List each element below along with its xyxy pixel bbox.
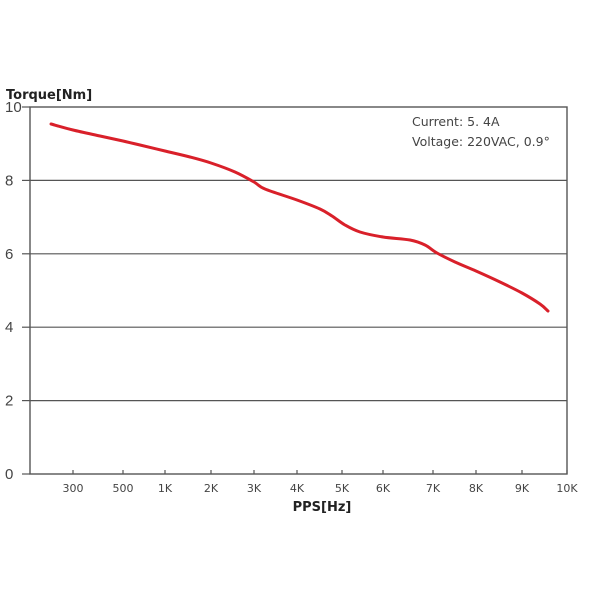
voltage-annotation: Voltage: 220VAC, 0.9° <box>412 134 550 149</box>
y-tick-label: 0 <box>5 466 13 483</box>
y-tick-label: 10 <box>5 99 22 116</box>
y-axis-ticks: 0 2 4 6 8 10 <box>5 99 30 483</box>
x-tick-label: 300 <box>63 482 84 495</box>
plot-frame <box>29 106 568 475</box>
y-axis-label: Torque[Nm] <box>6 88 92 103</box>
grid-lines <box>30 179 567 402</box>
x-tick-label: 9K <box>515 482 530 495</box>
x-tick-label: 1K <box>158 482 173 495</box>
x-tick-label: 5K <box>335 482 350 495</box>
x-axis-label: PPS[Hz] <box>293 500 352 515</box>
x-tick-label: 500 <box>113 482 134 495</box>
x-tick-label: 4K <box>290 482 305 495</box>
y-tick-label: 8 <box>5 172 13 189</box>
x-tick-label: 2K <box>204 482 219 495</box>
x-tick-label: 3K <box>247 482 262 495</box>
x-tick-label: 8K <box>469 482 484 495</box>
y-tick-label: 4 <box>5 319 13 336</box>
current-annotation: Current: 5. 4A <box>412 114 500 129</box>
y-tick-label: 6 <box>5 246 13 263</box>
x-axis-ticks: 300 500 1K 2K 3K 4K 5K 6K 7K 8K 9K 10K <box>63 470 578 495</box>
x-tick-label: 6K <box>376 482 391 495</box>
y-tick-label: 2 <box>5 393 13 410</box>
torque-curve <box>49 122 550 313</box>
x-tick-label: 7K <box>426 482 441 495</box>
x-tick-label: 10K <box>556 482 578 495</box>
